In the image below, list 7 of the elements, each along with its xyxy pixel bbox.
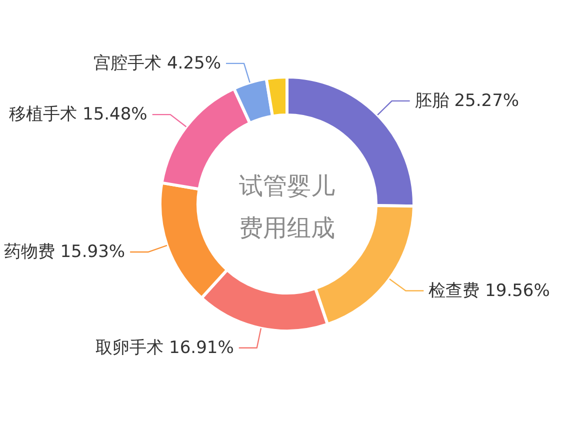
text: 试管婴儿费用组成 [239,172,335,242]
slice-label: 移植手术 15.48% [9,104,148,125]
slice-label: 胚胎 25.27% [414,90,520,111]
slice-label: 检查费 19.56% [428,280,550,301]
slice-label: 药物费 15.93% [4,242,126,262]
slice-label: 宫腔手术 4.25% [94,53,221,74]
slice-label: 取卵手术 16.91% [96,338,234,358]
